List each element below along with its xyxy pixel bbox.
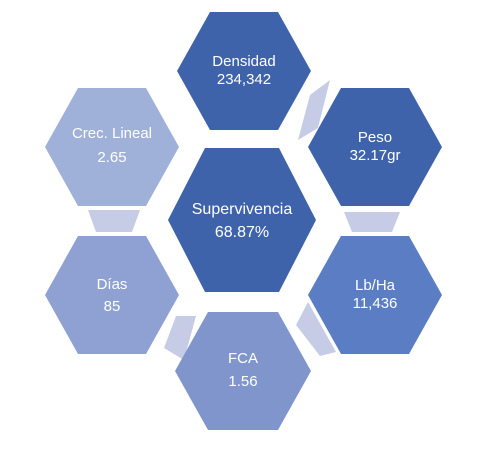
hexagon-lb-ha-value: 11,436 [353,295,398,312]
hexagon-crec-lineal-shape [45,88,179,206]
hexagon-fca: FCA 1.56 [175,312,311,430]
hexagon-densidad-label: Densidad [212,53,275,70]
hexagon-dias-label: Días [97,276,128,293]
hexagon-crec-lineal: Crec. Lineal 2.65 [45,88,179,206]
hexagon-densidad: Densidad 234,342 [177,12,311,130]
connectors [88,80,400,360]
hexagon-crec-lineal-value: 2.65 [97,149,126,166]
hexagon-dias-value: 85 [104,298,121,315]
connector-densidad-peso [298,80,330,140]
hexagon-peso-label: Peso [358,129,392,146]
hexagon-supervivencia-value: 68.87% [215,224,269,241]
hexagon-supervivencia-label: Supervivencia [192,201,293,218]
hexagon-supervivencia: Supervivencia 68.87% [168,148,316,292]
hexagon-lb-ha-label: Lb/Ha [355,277,396,294]
connector-lbha-fca [296,302,336,356]
hexagon-peso-shape [308,88,442,206]
hexagon-fca-label: FCA [228,350,258,367]
hexagon-dias: Días 85 [45,236,179,354]
hexagon-peso: Peso 32.17gr [308,88,442,206]
hexagon-densidad-value: 234,342 [217,71,271,88]
connector-peso-lbha [344,212,400,232]
hexagon-supervivencia-shape [168,148,316,292]
hexagon-lb-ha: Lb/Ha 11,436 [308,236,442,354]
hexagon-crec-lineal-label: Crec. Lineal [72,125,152,142]
connector-fca-dias [164,316,196,360]
hexagon-peso-value: 32.17gr [350,147,401,164]
hexagon-densidad-shape [177,12,311,130]
connector-dias-crec [88,210,140,232]
hexagon-fca-shape [175,312,311,430]
hexagon-lb-ha-shape [308,236,442,354]
hexagon-dias-shape [45,236,179,354]
hexagon-fca-value: 1.56 [228,373,257,390]
